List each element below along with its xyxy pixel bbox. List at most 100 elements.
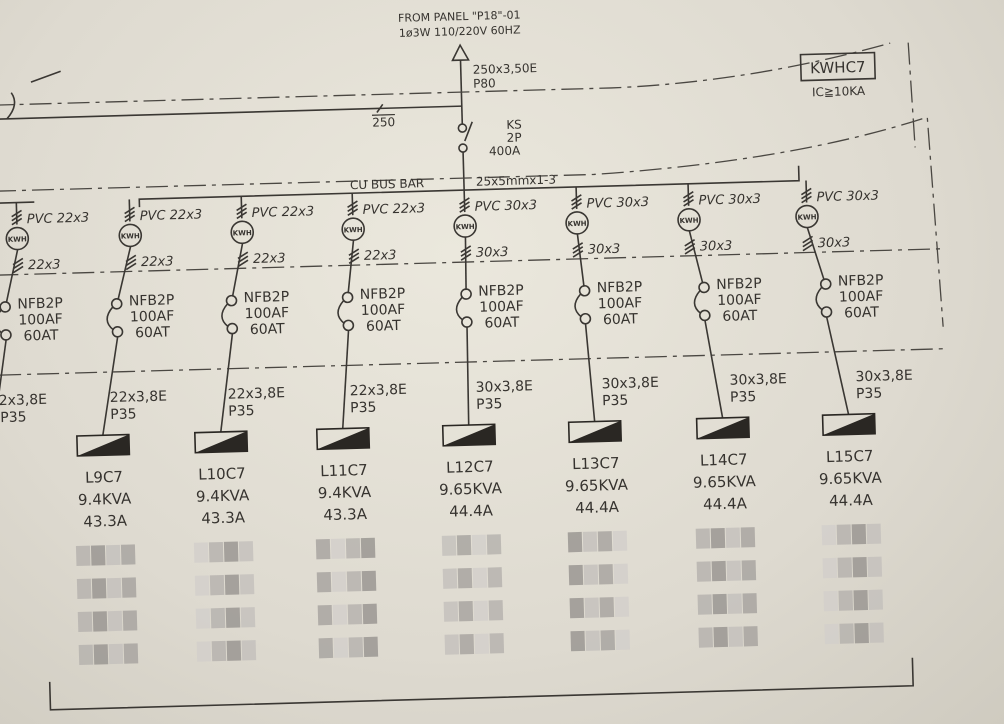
redacted-block <box>824 623 839 645</box>
redacted-block <box>695 528 711 549</box>
redacted-block <box>345 538 361 559</box>
breaker-spec: 60AT <box>603 311 639 328</box>
kwh-meter-label: KWH <box>121 232 140 241</box>
redacted-block <box>121 577 137 598</box>
three-wire-tick-icon <box>236 203 248 220</box>
meter-to-breaker <box>347 240 355 294</box>
redacted-block <box>869 622 884 643</box>
feeder-drop <box>0 339 7 439</box>
breaker-spec: 60AT <box>366 318 402 335</box>
redacted-block <box>442 568 458 589</box>
meter-to-breaker <box>464 237 467 291</box>
redacted-block <box>363 636 379 658</box>
redacted-block <box>76 578 92 600</box>
redacted-block <box>315 538 331 560</box>
breaker-contact-bottom <box>342 319 355 332</box>
redacted-block <box>210 607 226 629</box>
redacted-block <box>238 541 254 562</box>
redacted-block <box>613 563 629 585</box>
feeder-cable-label: 30x3,8E <box>475 378 533 396</box>
breaker-arc-icon <box>337 299 345 325</box>
redacted-block <box>570 630 586 652</box>
redacted-block <box>488 600 504 621</box>
load-amps: 44.4A <box>703 494 748 513</box>
redacted-block <box>332 604 348 625</box>
breaker-contact-top <box>578 284 591 297</box>
feeder-conduit-label: P35 <box>730 389 757 406</box>
meter-out-cable: 22x3 <box>253 251 286 267</box>
meter-out-cable: 22x3 <box>141 254 174 270</box>
panel-tag-box <box>799 51 877 82</box>
conduit-cable-label: PVC 30x3 <box>474 198 537 215</box>
kwh-meter-label: KWH <box>456 223 475 232</box>
redacted-block <box>91 578 107 599</box>
redacted-block <box>568 564 584 586</box>
breaker-spec: NFB2P <box>17 295 63 312</box>
redacted-block <box>348 637 364 658</box>
load-panel-fill <box>77 434 130 456</box>
breaker-spec: 100AF <box>598 295 643 312</box>
breaker-spec: 100AF <box>130 308 175 325</box>
feeder-drop <box>584 323 596 422</box>
three-wire-tick-icon <box>11 209 23 226</box>
redacted-block <box>583 564 599 585</box>
meter-to-breaker <box>231 243 244 297</box>
meter-out-cable: 30x3 <box>476 245 509 261</box>
redacted-block <box>361 570 377 592</box>
meter-to-breaker <box>688 230 704 284</box>
load-id: L13C7 <box>572 454 620 473</box>
meter-to-breaker <box>5 249 19 304</box>
three-wire-tick-icon <box>459 197 471 213</box>
load-panel-fill <box>443 424 496 446</box>
three-wire-tick-icon <box>348 248 360 264</box>
redacted-block <box>698 627 714 648</box>
redacted-block <box>360 537 376 559</box>
breaker-spec: 60AT <box>484 315 520 332</box>
panel-ic-rating: IC≧10KA <box>812 84 866 99</box>
busbar-size: 25x5mmx1-3 <box>476 173 556 189</box>
breaker-spec: NFB2P <box>597 279 643 296</box>
load-id: L12C7 <box>446 457 494 476</box>
redacted-block <box>489 633 505 654</box>
feeder-cable-label: 250x3,50E <box>473 61 538 77</box>
redacted-block <box>93 644 109 665</box>
load-kva: 9.65KVA <box>819 469 883 489</box>
panel-name: KWHC7 <box>810 58 866 78</box>
load-kva: 9.4KVA <box>318 483 372 503</box>
switch-contact-top <box>457 123 468 133</box>
redacted-block <box>78 644 94 666</box>
redacted-block <box>196 641 212 662</box>
feeder-cable-label: 30x3,8E <box>601 375 659 393</box>
conduit-cable-label: PVC 22x3 <box>27 211 90 228</box>
meter-to-breaker <box>117 246 132 300</box>
load-panel-fill <box>569 420 622 443</box>
redacted-block <box>712 593 728 615</box>
redacted-block <box>486 534 502 555</box>
meter-out-cable: 30x3 <box>588 242 621 258</box>
source-label: FROM PANEL "P18"-01 <box>398 8 521 24</box>
load-id: L9C7 <box>85 468 123 487</box>
redacted-block <box>838 590 854 611</box>
breaker-contact-bottom <box>699 309 711 322</box>
feeder-conduit-label: P35 <box>350 400 377 417</box>
redacted-block <box>362 603 378 625</box>
breaker-arc-icon <box>574 293 582 318</box>
three-wire-tick-icon <box>460 245 472 261</box>
breaker-spec: 100AF <box>18 311 63 328</box>
breaker-contact-top <box>225 294 238 307</box>
breaker-arc-icon <box>815 286 823 311</box>
redacted-block <box>208 541 224 563</box>
kwh-meter-label: KWH <box>568 220 587 229</box>
feeder-conduit-label: P80 <box>473 76 496 91</box>
redacted-block <box>106 577 122 599</box>
feeder-conduit-label: P35 <box>476 396 503 413</box>
redacted-block <box>614 596 630 618</box>
redacted-block <box>569 597 585 619</box>
load-amps: 43.3A <box>323 505 368 524</box>
breaker-arc-icon <box>0 309 3 334</box>
breaker-contact-bottom <box>226 322 239 335</box>
